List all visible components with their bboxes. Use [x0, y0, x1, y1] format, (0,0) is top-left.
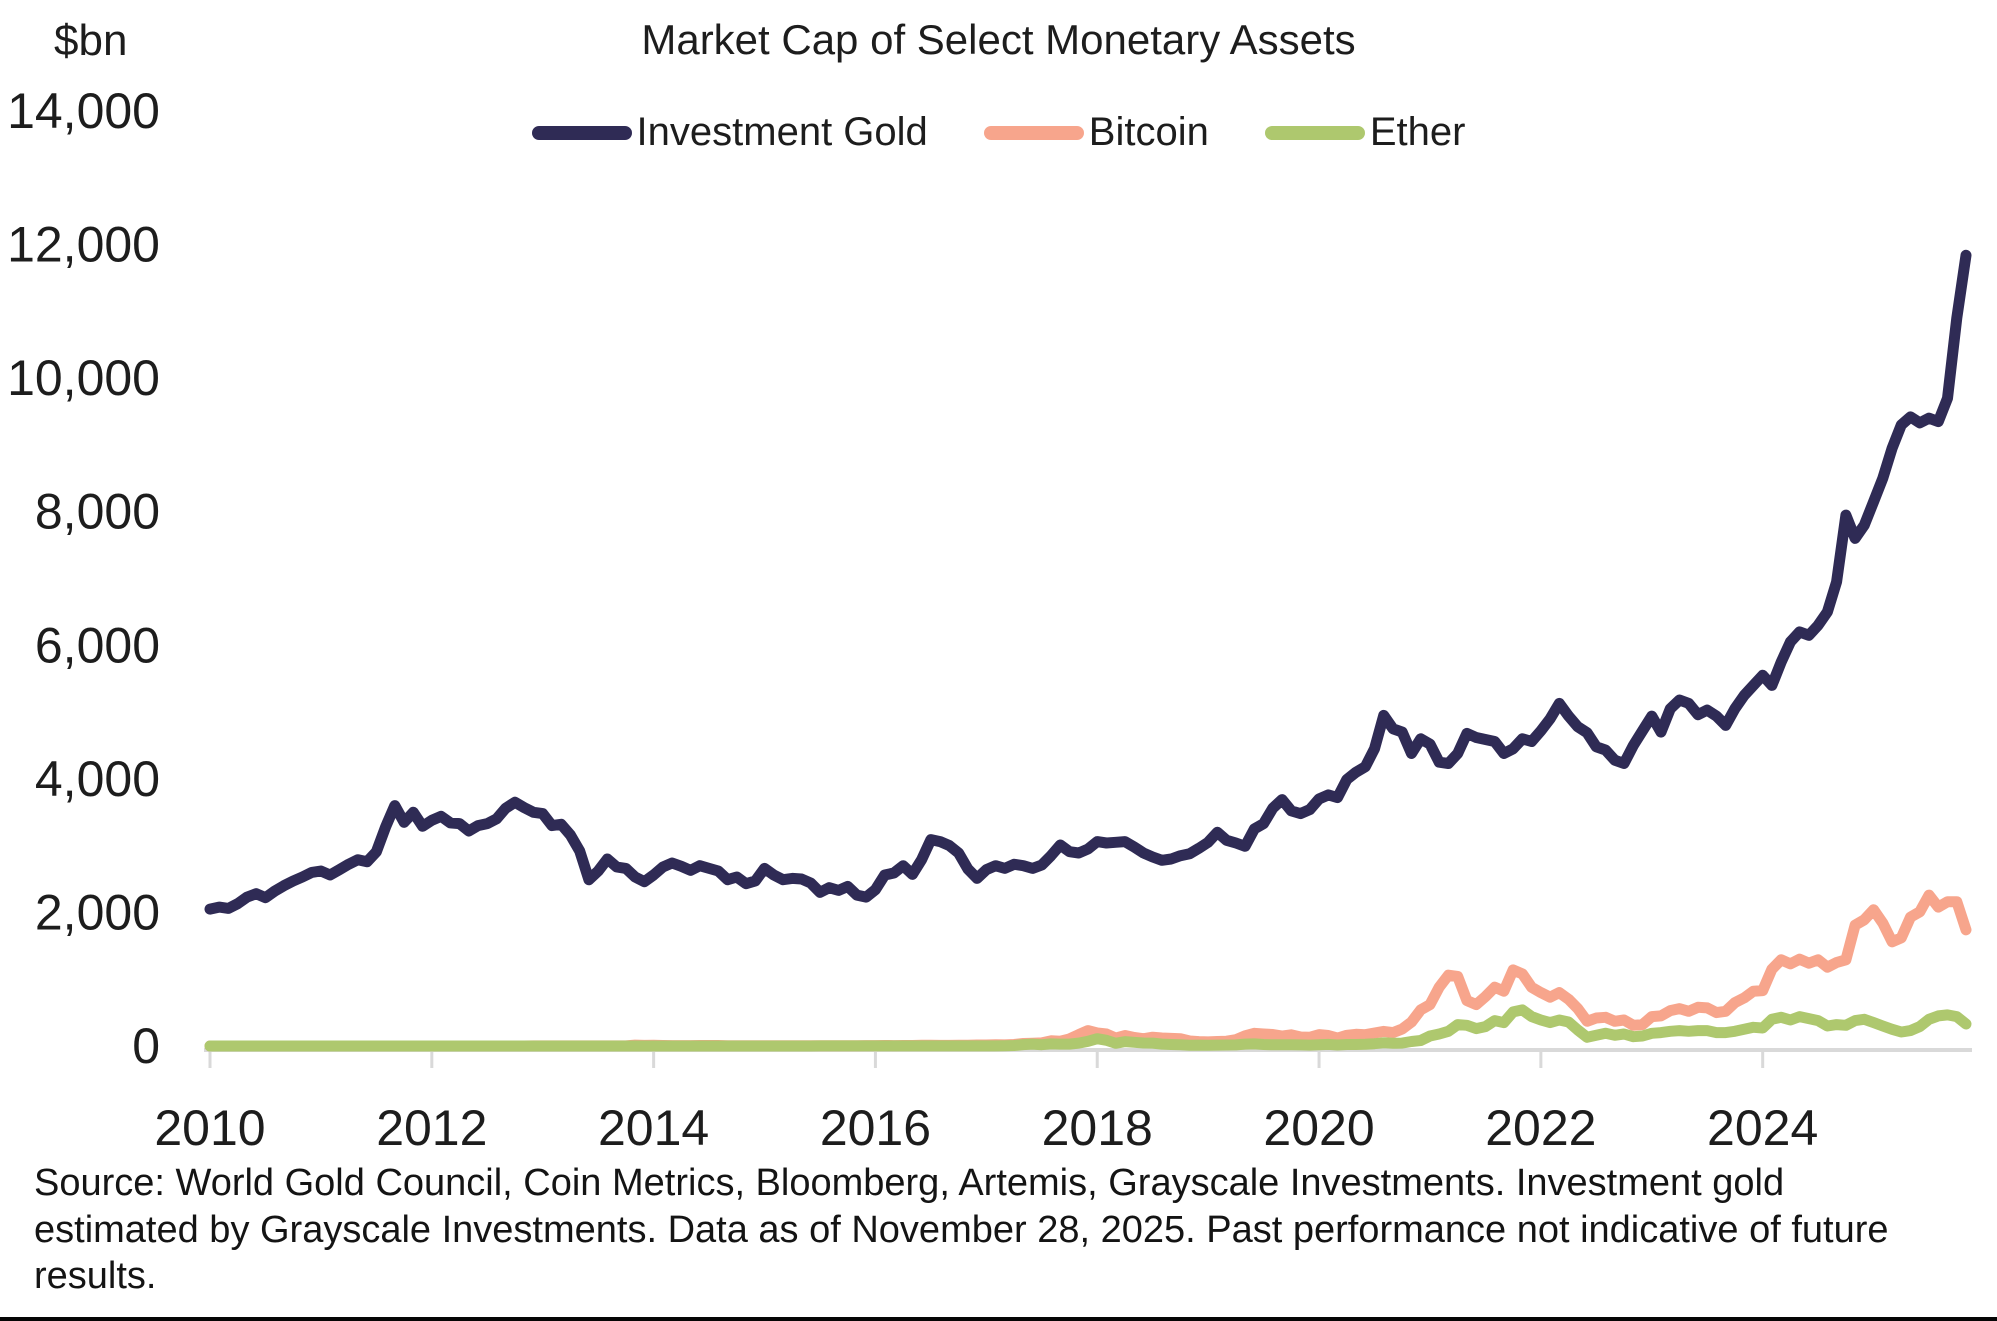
svg-text:12,000: 12,000	[7, 217, 160, 273]
svg-text:2012: 2012	[376, 1100, 487, 1156]
svg-text:6,000: 6,000	[35, 617, 160, 673]
investment-gold-line-swatch-icon	[531, 125, 632, 140]
legend-item-bitcoin: Bitcoin	[983, 110, 1209, 155]
svg-text:2020: 2020	[1263, 1100, 1374, 1156]
svg-text:8,000: 8,000	[35, 484, 160, 540]
legend-label-ether: Ether	[1369, 110, 1466, 154]
bottom-divider	[0, 1317, 1997, 1321]
chart-legend: Investment Gold Bitcoin Ether	[0, 110, 1997, 155]
ether-line-swatch-icon	[1264, 125, 1365, 140]
source-note: Source: World Gold Council, Coin Metrics…	[34, 1162, 1889, 1298]
chart-title: Market Cap of Select Monetary Assets	[641, 16, 1356, 63]
bitcoin-line-swatch-icon	[983, 125, 1084, 140]
svg-text:2,000: 2,000	[35, 884, 160, 940]
y-axis-unit-label: $bn	[54, 16, 128, 65]
svg-text:2024: 2024	[1707, 1100, 1818, 1156]
legend-item-investment-gold: Investment Gold	[531, 110, 928, 155]
legend-label-investment-gold: Investment Gold	[636, 110, 928, 154]
svg-text:10,000: 10,000	[7, 350, 160, 406]
svg-text:14,000: 14,000	[7, 83, 160, 139]
svg-text:2018: 2018	[1042, 1100, 1153, 1156]
legend-item-ether: Ether	[1264, 110, 1466, 155]
svg-text:0: 0	[132, 1018, 160, 1074]
svg-text:2014: 2014	[598, 1100, 709, 1156]
svg-text:2022: 2022	[1485, 1100, 1596, 1156]
svg-text:2016: 2016	[820, 1100, 931, 1156]
svg-text:4,000: 4,000	[35, 751, 160, 807]
legend-label-bitcoin: Bitcoin	[1088, 110, 1209, 154]
svg-text:2010: 2010	[154, 1100, 265, 1156]
